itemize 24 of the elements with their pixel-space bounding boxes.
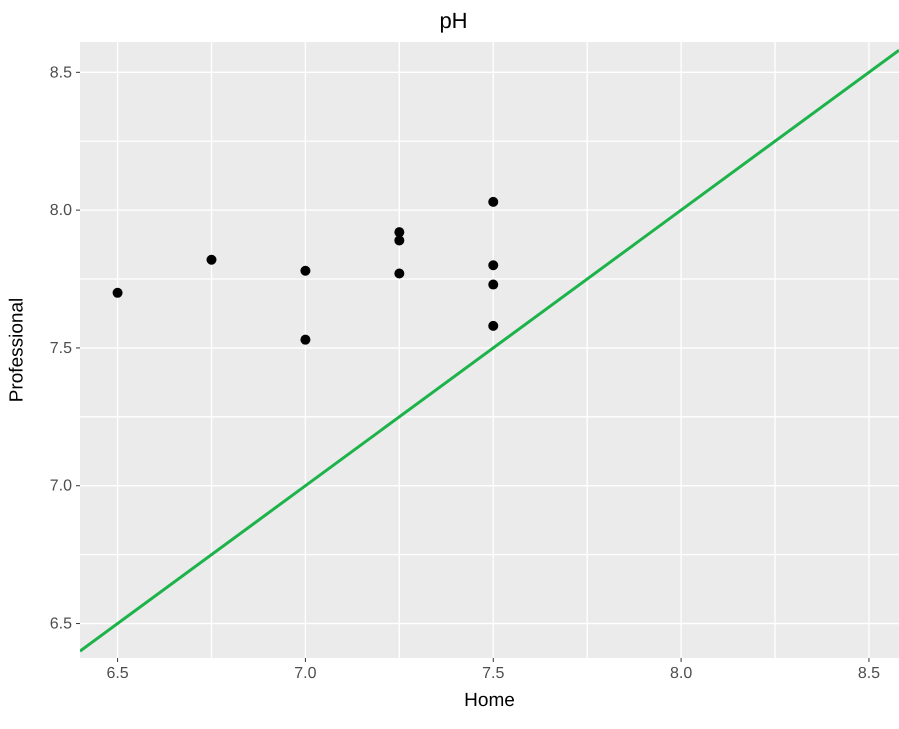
point bbox=[300, 334, 310, 345]
point bbox=[300, 266, 310, 276]
point bbox=[488, 320, 498, 331]
point bbox=[394, 235, 404, 246]
y-tick-label: 7.0 bbox=[50, 478, 72, 495]
x-tick-label: 8.5 bbox=[858, 665, 880, 682]
point bbox=[488, 260, 498, 270]
x-tick-label: 8.0 bbox=[670, 665, 692, 682]
point bbox=[394, 268, 404, 279]
point bbox=[206, 254, 216, 265]
y-tick-label: 8.0 bbox=[50, 202, 72, 220]
y-axis-title: Professional bbox=[6, 298, 28, 402]
x-tick-label: 7.0 bbox=[294, 665, 317, 682]
y-tick-label: 7.5 bbox=[50, 340, 72, 357]
point bbox=[112, 288, 123, 298]
x-tick-label: 7.5 bbox=[482, 665, 504, 682]
point bbox=[488, 196, 498, 207]
x-tick-label: 6.5 bbox=[106, 665, 129, 682]
y-tick-label: 8.5 bbox=[50, 64, 72, 82]
y-tick-label: 6.5 bbox=[50, 616, 72, 633]
point bbox=[394, 227, 404, 238]
chart-title: pH bbox=[438, 8, 469, 35]
point bbox=[488, 280, 498, 290]
x-axis-title: Home bbox=[464, 690, 515, 711]
